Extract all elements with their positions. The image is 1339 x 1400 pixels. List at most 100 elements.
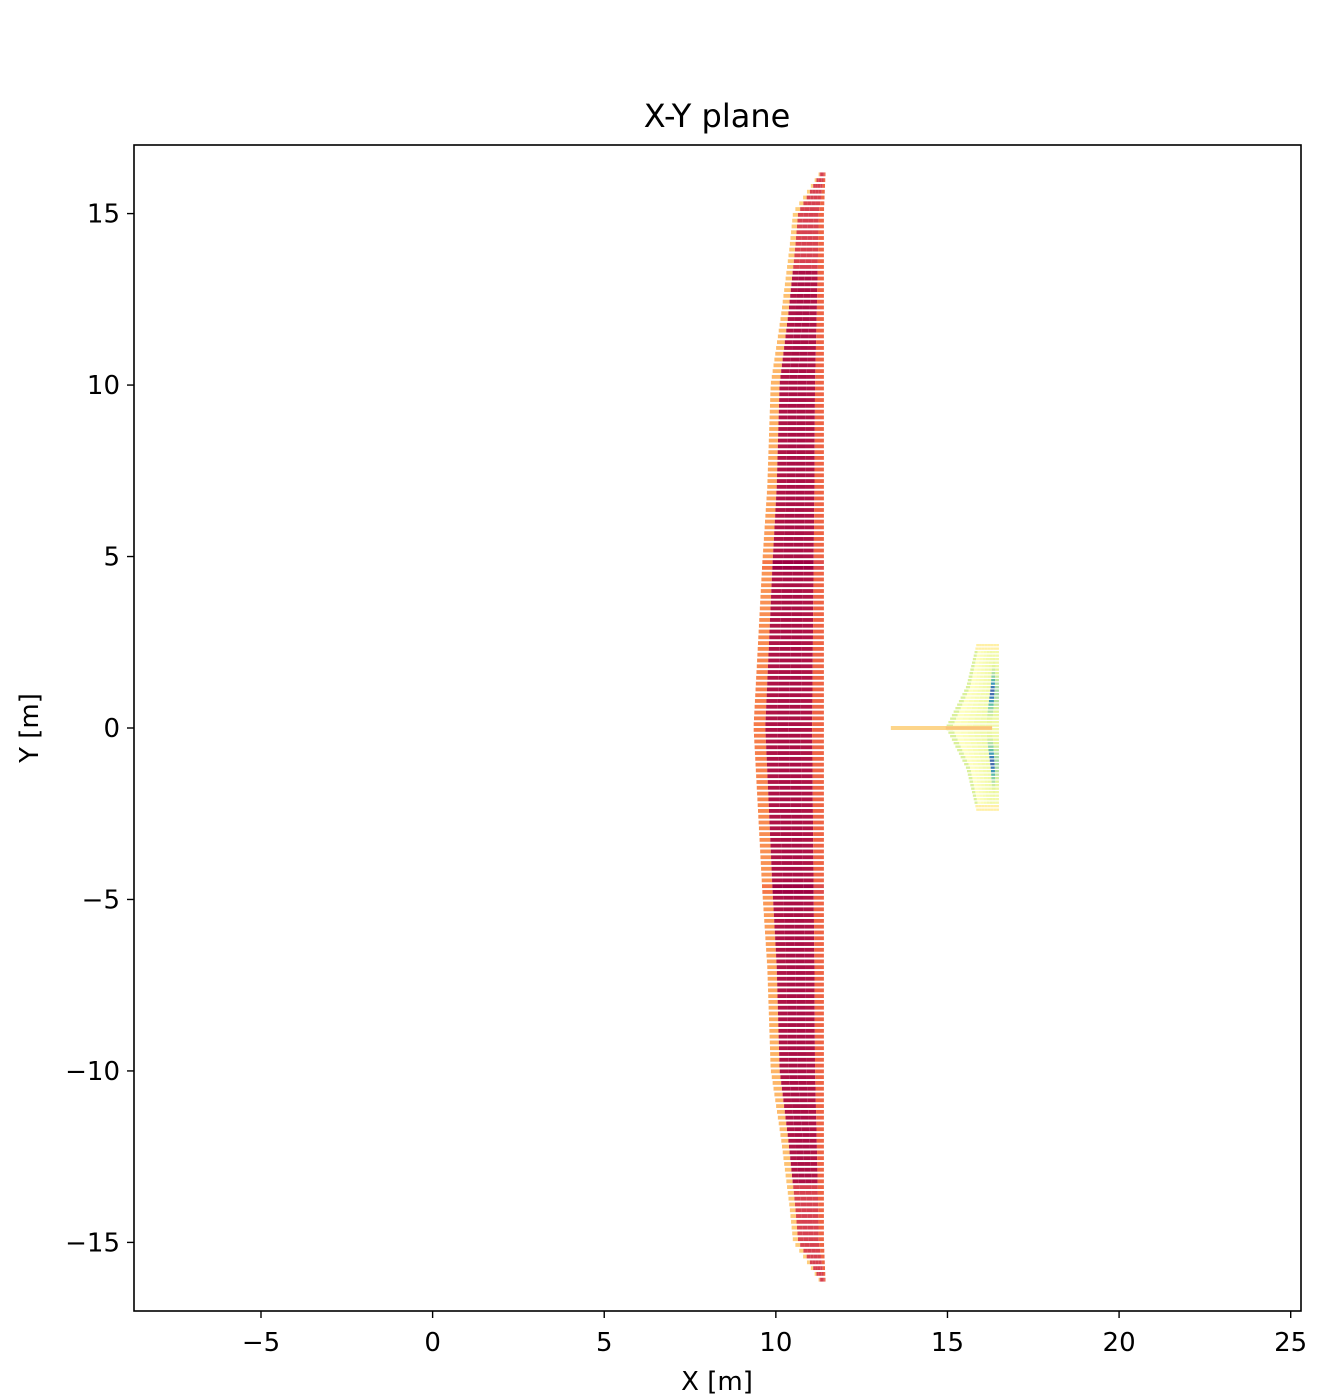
wing-panel <box>794 924 805 929</box>
wing-panel <box>758 635 770 640</box>
wing-panel <box>815 369 824 374</box>
wing-panel <box>812 814 824 819</box>
wing-panel <box>814 508 824 512</box>
wing-panel <box>778 1121 787 1126</box>
wing-panel <box>790 780 802 784</box>
wing-panel <box>778 780 791 784</box>
tail-panel <box>984 756 990 759</box>
wing-panel <box>782 583 793 588</box>
wing-panel <box>761 571 773 576</box>
tail-panel <box>992 798 996 801</box>
wing-panel <box>782 866 793 871</box>
wing-panel <box>816 1127 824 1132</box>
wing-panel <box>814 519 824 524</box>
wing-panel <box>787 1005 797 1010</box>
wing-panel <box>792 594 803 599</box>
tail-panel <box>977 801 981 804</box>
wing-panel <box>776 346 785 350</box>
wing-panel <box>790 646 802 651</box>
wing-panel <box>784 519 795 524</box>
wing-panel <box>788 386 798 391</box>
wing-panel <box>800 751 813 755</box>
wing-panel <box>805 427 815 431</box>
tail-panel <box>977 745 983 748</box>
wing-panel <box>791 826 803 831</box>
wing-panel <box>818 253 824 258</box>
wing-panel <box>796 299 804 304</box>
wing-panel <box>806 247 813 252</box>
wing-panel <box>782 1092 791 1097</box>
wing-panel <box>778 427 788 431</box>
wing-panel <box>781 363 791 368</box>
wing-panel <box>798 1173 805 1178</box>
tail-panel <box>994 770 999 773</box>
wing-panel <box>809 1133 817 1137</box>
tail-panel <box>970 784 974 787</box>
wing-panel <box>765 733 778 738</box>
wing-panel <box>804 959 815 964</box>
wing-panel <box>812 751 824 755</box>
wing-panel <box>758 809 769 813</box>
wing-panel <box>791 1225 798 1230</box>
wing-panel <box>778 756 790 761</box>
wing-panel <box>767 664 780 669</box>
wing-panel <box>813 820 824 825</box>
wing-panel <box>787 1023 797 1027</box>
tail-panel <box>977 650 981 654</box>
wing-panel <box>780 1133 788 1137</box>
wing-panel <box>792 872 804 877</box>
wing-panel <box>791 612 803 617</box>
wing-panel <box>796 1005 806 1010</box>
wing-panel <box>813 901 824 906</box>
tail-panel <box>962 717 969 720</box>
wing-panel <box>807 1086 816 1091</box>
wing-panel <box>802 814 813 819</box>
tail-panel <box>990 682 995 685</box>
wing-panel <box>814 403 824 408</box>
wing-panel <box>814 444 824 449</box>
wing-panel <box>792 849 803 854</box>
wing-panel <box>806 1202 813 1207</box>
wing-panel <box>792 565 804 570</box>
wing-panel <box>812 1208 819 1213</box>
wing-panel <box>817 1162 824 1166</box>
wing-panel <box>790 809 802 813</box>
wing-panel <box>810 195 814 200</box>
wing-panel <box>797 1237 804 1242</box>
wing-panel <box>790 675 802 680</box>
wing-panel <box>818 1214 824 1218</box>
wing-panel <box>755 756 767 761</box>
wing-panel <box>760 855 772 860</box>
wing-panel <box>820 1277 823 1282</box>
wing-panel <box>779 380 789 385</box>
tail-panel <box>965 766 971 769</box>
wing-panel <box>790 236 797 240</box>
wing-panel <box>804 276 812 281</box>
tail-panel <box>980 759 986 762</box>
tail-panel <box>981 787 986 790</box>
tail-panel <box>992 801 996 804</box>
wing-panel <box>812 774 824 779</box>
wing-panel <box>770 1063 780 1068</box>
wing-panel <box>797 212 804 217</box>
tail-panel <box>958 752 964 755</box>
wing-panel <box>796 1040 806 1045</box>
wing-panel <box>760 589 772 593</box>
wing-panel <box>787 432 797 437</box>
wing-panel <box>762 565 773 570</box>
wing-panel <box>786 328 794 333</box>
wing-panel <box>779 1127 787 1132</box>
tail-panel <box>990 685 995 689</box>
wing-panel <box>816 1144 824 1149</box>
wing-panel <box>769 814 781 819</box>
wing-panel <box>806 386 816 391</box>
tail-panel <box>977 706 983 710</box>
wing-panel <box>814 438 824 443</box>
wing-panel <box>812 1260 816 1265</box>
wing-panel <box>805 456 815 460</box>
wing-panel <box>813 849 824 854</box>
wing-panel <box>787 1017 797 1022</box>
tail-panel <box>996 647 999 650</box>
wing-panel <box>806 1069 816 1074</box>
wing-panel <box>812 809 824 813</box>
